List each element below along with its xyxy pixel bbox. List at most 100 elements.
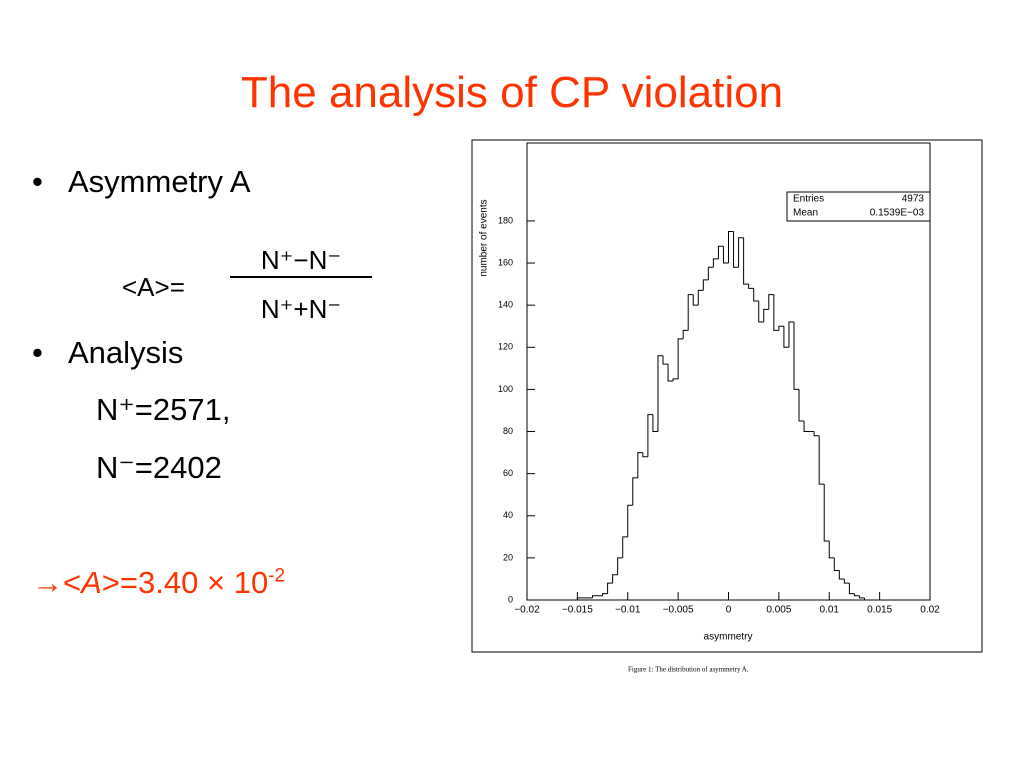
y-tick-label: 0: [508, 594, 513, 604]
histogram-bin: [607, 582, 613, 594]
x-tick-label: 0.015: [867, 605, 892, 616]
y-tick-label: 120: [498, 342, 513, 352]
result-exponent: -2: [268, 565, 286, 587]
histogram-bin: [758, 300, 764, 323]
histogram-bin: [662, 355, 669, 365]
formula-numerator: N⁺−N⁻: [230, 245, 372, 278]
histogram-bin: [738, 237, 744, 268]
result-prefix: →<: [32, 565, 82, 600]
histogram-bin: [702, 279, 709, 291]
result-value: >=3.40: [101, 565, 199, 600]
y-tick-label: 140: [498, 300, 513, 310]
histogram-bin: [793, 322, 800, 390]
x-axis-label: asymmetry: [704, 632, 753, 643]
histogram-bin: [813, 431, 820, 437]
histogram-bin: [717, 245, 724, 259]
histogram-bin: [788, 321, 794, 348]
histogram-bin: [657, 355, 664, 432]
histogram-bin: [743, 237, 749, 285]
result-symbol: A: [81, 565, 102, 600]
y-tick-label: 60: [503, 468, 513, 478]
histogram-bin: [576, 597, 583, 600]
histogram-bin: [728, 230, 734, 264]
bullet-dot: •: [32, 164, 43, 199]
histogram-bin: [707, 266, 714, 280]
histogram-bin: [632, 477, 638, 506]
histogram-bin: [803, 420, 810, 433]
x-tick-label: −0.005: [663, 605, 694, 616]
stats-value: 0.1539E−03: [870, 208, 925, 219]
y-axis-label: number of events: [479, 199, 490, 276]
histogram-bin: [768, 294, 774, 310]
stats-box: [786, 191, 931, 222]
histogram-bin: [697, 289, 704, 306]
histogram-bin: [733, 231, 739, 268]
histogram-bin: [602, 593, 608, 596]
histogram-bin: [763, 308, 769, 323]
histogram-bin: [612, 574, 618, 584]
x-tick-label: 0: [726, 605, 732, 616]
histogram-bin: [828, 541, 835, 559]
histogram-bin: [833, 557, 840, 572]
histogram-bin: [748, 284, 754, 289]
histogram-bin: [773, 294, 779, 331]
slide-title: The analysis of CP violation: [240, 68, 784, 117]
histogram-bin: [753, 288, 759, 302]
n-minus: N⁻=2402: [96, 450, 222, 485]
result-base: 10: [233, 565, 269, 600]
histogram-bin: [672, 378, 679, 381]
histogram-bin: [722, 246, 729, 264]
x-tick-label: −0.015: [562, 605, 593, 616]
y-tick-label: 180: [498, 215, 513, 225]
y-tick-label: 100: [498, 384, 513, 394]
result: →<A>=3.40 × 10-2: [32, 565, 285, 601]
bullet-dot: •: [32, 335, 43, 370]
histogram-bin: [617, 557, 623, 575]
histogram-bin: [712, 258, 719, 268]
result-times: ×: [206, 565, 226, 600]
histogram-bin: [864, 597, 870, 601]
histogram-bin: [823, 484, 830, 542]
histogram-bin: [652, 414, 658, 433]
histogram-bin: [682, 329, 689, 339]
figure-caption: Figure 1: The distribution of asymmetry …: [628, 666, 749, 674]
x-tick-label: 0.02: [920, 605, 940, 616]
stats-label: Mean: [793, 208, 818, 219]
bullet-text: Analysis: [68, 335, 184, 370]
n-plus: N⁺=2571,: [96, 392, 231, 427]
histogram-bin: [858, 595, 865, 599]
histogram-bin: [838, 570, 845, 580]
histogram-bin: [798, 389, 805, 422]
histogram-bin: [591, 595, 598, 598]
histogram-bin: [677, 338, 684, 379]
y-tick-label: 80: [503, 426, 513, 436]
histogram-bin: [687, 294, 694, 331]
histogram-bin: [818, 435, 825, 485]
y-tick-label: 20: [503, 552, 513, 562]
stats-label: Entries: [793, 194, 824, 205]
histogram-bin: [627, 504, 633, 537]
x-tick-label: −0.01: [615, 605, 641, 616]
histogram-bin: [622, 536, 628, 558]
x-tick-label: 0.01: [820, 605, 840, 616]
histogram-bin: [667, 364, 674, 382]
histogram-bin: [853, 593, 860, 597]
histogram-bin: [783, 326, 789, 348]
histogram-bin: [647, 414, 653, 457]
y-tick-label: 40: [503, 510, 513, 520]
y-tick-label: 160: [498, 257, 513, 267]
histogram-bin: [848, 583, 855, 595]
stats-value: 4973: [902, 194, 925, 205]
histogram-bin: [778, 325, 784, 331]
x-tick-label: 0.005: [766, 605, 791, 616]
x-tick-label: −0.02: [514, 605, 540, 616]
histogram-bin: [642, 452, 648, 458]
formula-denominator: N⁺+N⁻: [260, 294, 342, 324]
formula-lhs: <A>=: [122, 272, 185, 302]
histogram-bin: [843, 578, 850, 584]
histogram-bin: [692, 294, 699, 306]
figure-frame: [471, 139, 983, 653]
histogram-bin: [637, 452, 643, 478]
